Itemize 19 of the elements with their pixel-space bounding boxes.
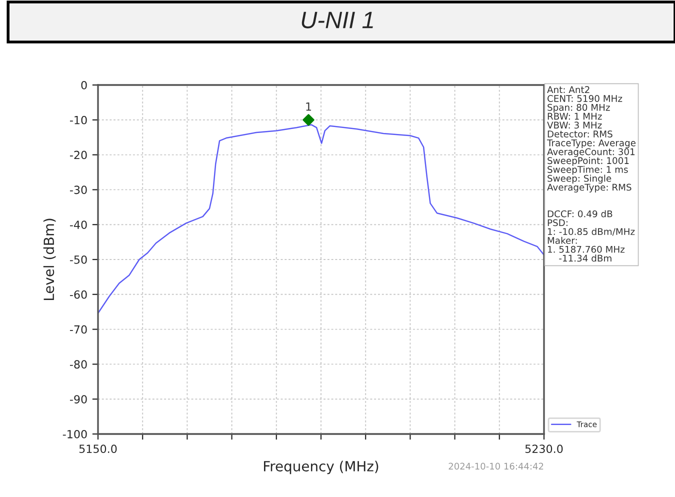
y-tick-label: -10: [70, 116, 87, 124]
y-tick-label: -90: [70, 395, 87, 404]
y-tick-label: -50: [70, 255, 87, 264]
y-tick-label: -30: [70, 186, 87, 194]
x-axis-title: Frequency (MHz): [264, 460, 378, 474]
text: 2024-10-10 16:44:42: [448, 462, 544, 470]
y-tick-label: -60: [70, 290, 87, 299]
y-axis-title: Level (dBm): [43, 218, 56, 300]
annotation: 1: [306, 102, 312, 111]
y-tick-label: -80: [70, 360, 87, 369]
y-tick-label: -20: [70, 150, 87, 160]
x-tick-label: 5150.0: [79, 444, 117, 454]
y-tick-label: 0: [81, 80, 87, 90]
chart-title: U-NII 1: [302, 12, 373, 28]
y-tick-label: -40: [70, 220, 87, 229]
y-tick-label: -100: [62, 430, 87, 438]
x-tick-label: 5230.0: [525, 444, 563, 454]
y-tick-label: -70: [70, 325, 87, 334]
text: Ant: Ant2 CENT: 5190 MHz Span: 80 MHz RBW: 1 MHz VBW: 3 MHz Detector: RMS TraceType: Average AverageCount: 301 SweepPoint: 1001 SweepTime: 1 ms Sweep: Single AverageType: RMS DCCF: 0.49 dB PSD: 1: -10.85 dBm/MHz Maker: 1. 5187.760 MHz -11.34 dBm: [546, 86, 636, 262]
